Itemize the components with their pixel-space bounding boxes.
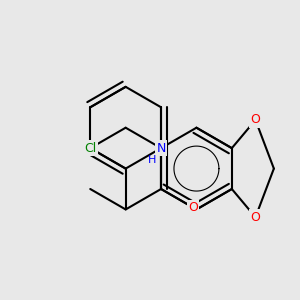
Text: O: O bbox=[250, 211, 260, 224]
Text: Cl: Cl bbox=[84, 142, 96, 154]
Text: O: O bbox=[188, 201, 198, 214]
Text: N: N bbox=[156, 142, 166, 154]
Text: O: O bbox=[250, 113, 260, 127]
Text: H: H bbox=[148, 155, 156, 165]
